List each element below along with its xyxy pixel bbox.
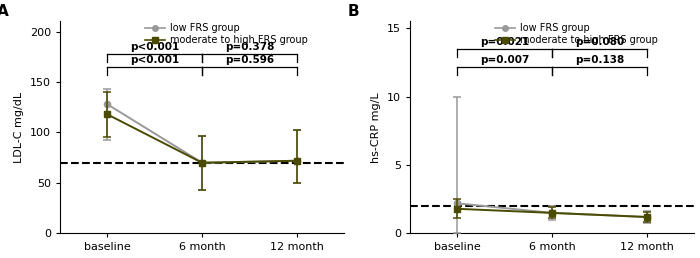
Text: B: B <box>347 4 359 20</box>
Y-axis label: LDL-C mg/dL: LDL-C mg/dL <box>14 92 24 163</box>
Text: p<0.001: p<0.001 <box>130 42 179 52</box>
Legend: low FRS group, moderate to high FRS group: low FRS group, moderate to high FRS grou… <box>144 22 309 46</box>
Legend: low FRS group, moderate to high FRS group: low FRS group, moderate to high FRS grou… <box>494 22 659 46</box>
Text: p<0.001: p<0.001 <box>130 55 179 65</box>
Y-axis label: hs-CRP mg/L: hs-CRP mg/L <box>371 92 382 163</box>
Text: p=0.138: p=0.138 <box>575 55 624 65</box>
Text: A: A <box>0 4 9 20</box>
Text: p=0.596: p=0.596 <box>225 55 274 65</box>
Text: p=0.080: p=0.080 <box>575 37 624 47</box>
Text: p=0.007: p=0.007 <box>480 55 529 65</box>
Text: p=0.021: p=0.021 <box>480 37 529 47</box>
Text: p=0.378: p=0.378 <box>225 42 274 52</box>
